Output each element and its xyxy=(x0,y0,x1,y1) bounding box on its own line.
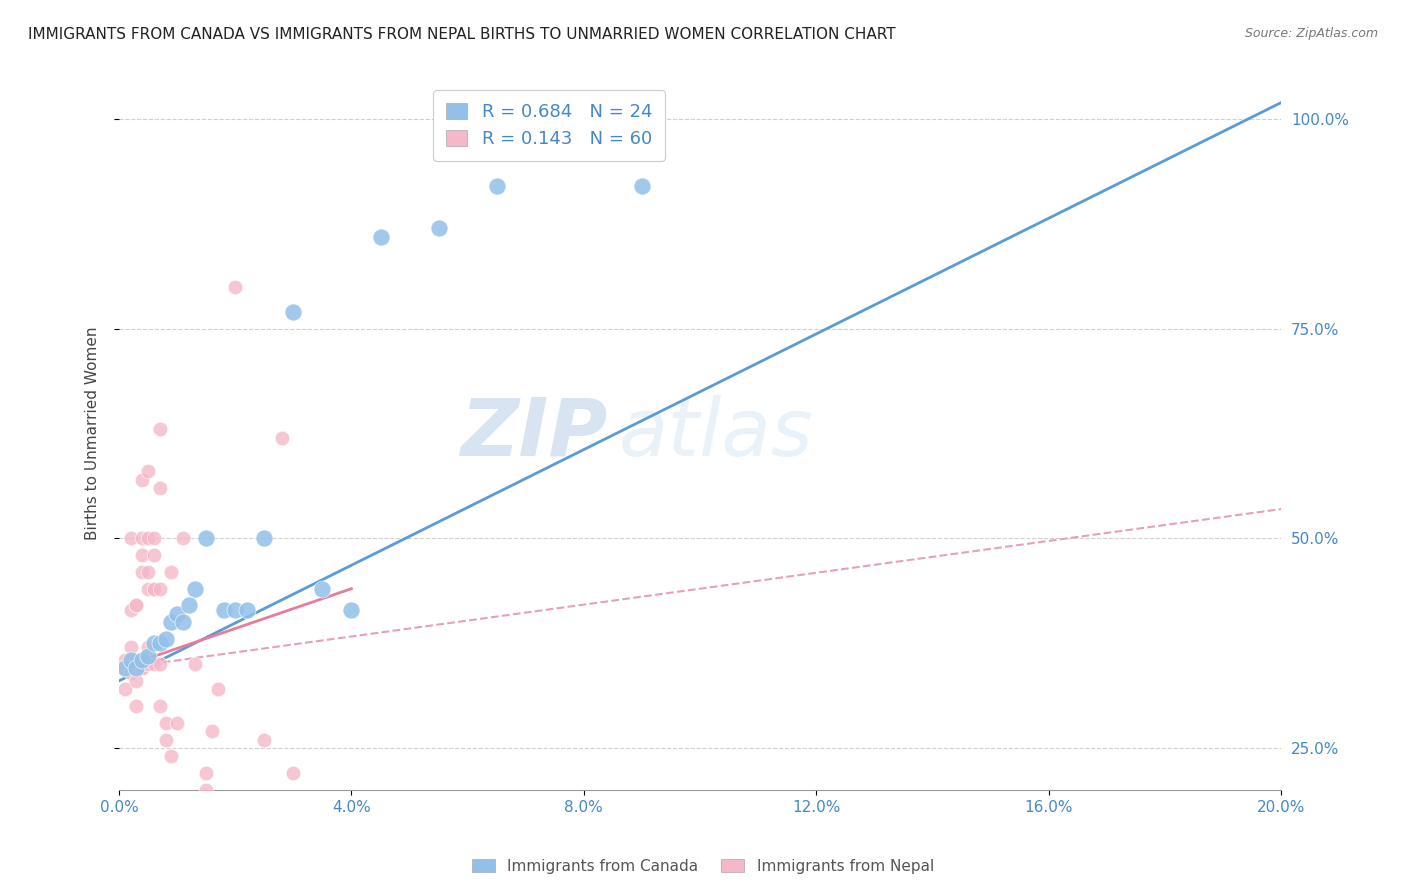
Point xyxy=(142,582,165,596)
Point xyxy=(131,661,153,675)
Point xyxy=(201,724,224,739)
Y-axis label: Births to Unmarried Women: Births to Unmarried Women xyxy=(86,326,100,541)
Point xyxy=(166,715,188,730)
Point xyxy=(149,422,172,436)
Point xyxy=(149,699,172,714)
Point xyxy=(131,653,153,667)
Point xyxy=(136,648,159,663)
Point xyxy=(224,280,246,294)
Point xyxy=(149,636,172,650)
Point xyxy=(149,657,172,672)
Point xyxy=(631,179,654,194)
Point xyxy=(340,602,363,616)
Point xyxy=(114,661,136,675)
Point xyxy=(195,782,218,797)
Point xyxy=(142,548,165,562)
Point xyxy=(160,615,183,630)
Point xyxy=(125,653,148,667)
Point xyxy=(155,632,177,646)
Point xyxy=(195,532,218,546)
Point xyxy=(160,565,183,579)
Point xyxy=(131,473,153,487)
Point xyxy=(149,481,172,495)
Text: Source: ZipAtlas.com: Source: ZipAtlas.com xyxy=(1244,27,1378,40)
Point xyxy=(125,699,148,714)
Point xyxy=(195,766,218,780)
Point xyxy=(283,766,305,780)
Point xyxy=(131,661,153,675)
Point xyxy=(160,749,183,764)
Point xyxy=(236,858,259,872)
Point xyxy=(131,657,153,672)
Point xyxy=(149,582,172,596)
Point xyxy=(120,640,142,655)
Point xyxy=(120,602,142,616)
Point xyxy=(427,221,450,235)
Point xyxy=(125,653,148,667)
Point xyxy=(166,607,188,621)
Text: atlas: atlas xyxy=(619,394,814,473)
Point xyxy=(177,599,200,613)
Point xyxy=(370,229,392,244)
Point xyxy=(131,661,153,675)
Point xyxy=(340,850,363,864)
Point xyxy=(270,431,292,445)
Point xyxy=(212,602,235,616)
Point xyxy=(136,657,159,672)
Point xyxy=(142,582,165,596)
Point xyxy=(352,883,374,892)
Point xyxy=(253,732,276,747)
Point xyxy=(136,532,159,546)
Point xyxy=(283,305,305,319)
Legend: Immigrants from Canada, Immigrants from Nepal: Immigrants from Canada, Immigrants from … xyxy=(467,853,939,880)
Point xyxy=(136,657,159,672)
Legend: R = 0.684   N = 24, R = 0.143   N = 60: R = 0.684 N = 24, R = 0.143 N = 60 xyxy=(433,90,665,161)
Point xyxy=(120,665,142,680)
Point xyxy=(114,682,136,697)
Point xyxy=(125,661,148,675)
Point xyxy=(236,602,259,616)
Point xyxy=(142,532,165,546)
Point xyxy=(131,532,153,546)
Point xyxy=(142,636,165,650)
Point xyxy=(224,602,246,616)
Text: ZIP: ZIP xyxy=(460,394,607,473)
Point xyxy=(120,532,142,546)
Point xyxy=(155,715,177,730)
Point xyxy=(125,661,148,675)
Point xyxy=(155,732,177,747)
Point xyxy=(114,661,136,675)
Point xyxy=(142,657,165,672)
Point xyxy=(311,582,333,596)
Point xyxy=(183,657,205,672)
Point xyxy=(125,599,148,613)
Point xyxy=(114,653,136,667)
Point xyxy=(485,179,508,194)
Point xyxy=(131,565,153,579)
Point xyxy=(172,615,194,630)
Point xyxy=(136,565,159,579)
Point xyxy=(299,824,322,838)
Point xyxy=(136,640,159,655)
Point xyxy=(207,682,229,697)
Point xyxy=(136,582,159,596)
Text: IMMIGRANTS FROM CANADA VS IMMIGRANTS FROM NEPAL BIRTHS TO UNMARRIED WOMEN CORREL: IMMIGRANTS FROM CANADA VS IMMIGRANTS FRO… xyxy=(28,27,896,42)
Point xyxy=(172,532,194,546)
Point xyxy=(131,548,153,562)
Point xyxy=(183,582,205,596)
Point xyxy=(398,824,420,838)
Point xyxy=(125,673,148,688)
Point xyxy=(136,464,159,478)
Point xyxy=(125,599,148,613)
Point xyxy=(120,653,142,667)
Point xyxy=(253,532,276,546)
Point xyxy=(120,653,142,667)
